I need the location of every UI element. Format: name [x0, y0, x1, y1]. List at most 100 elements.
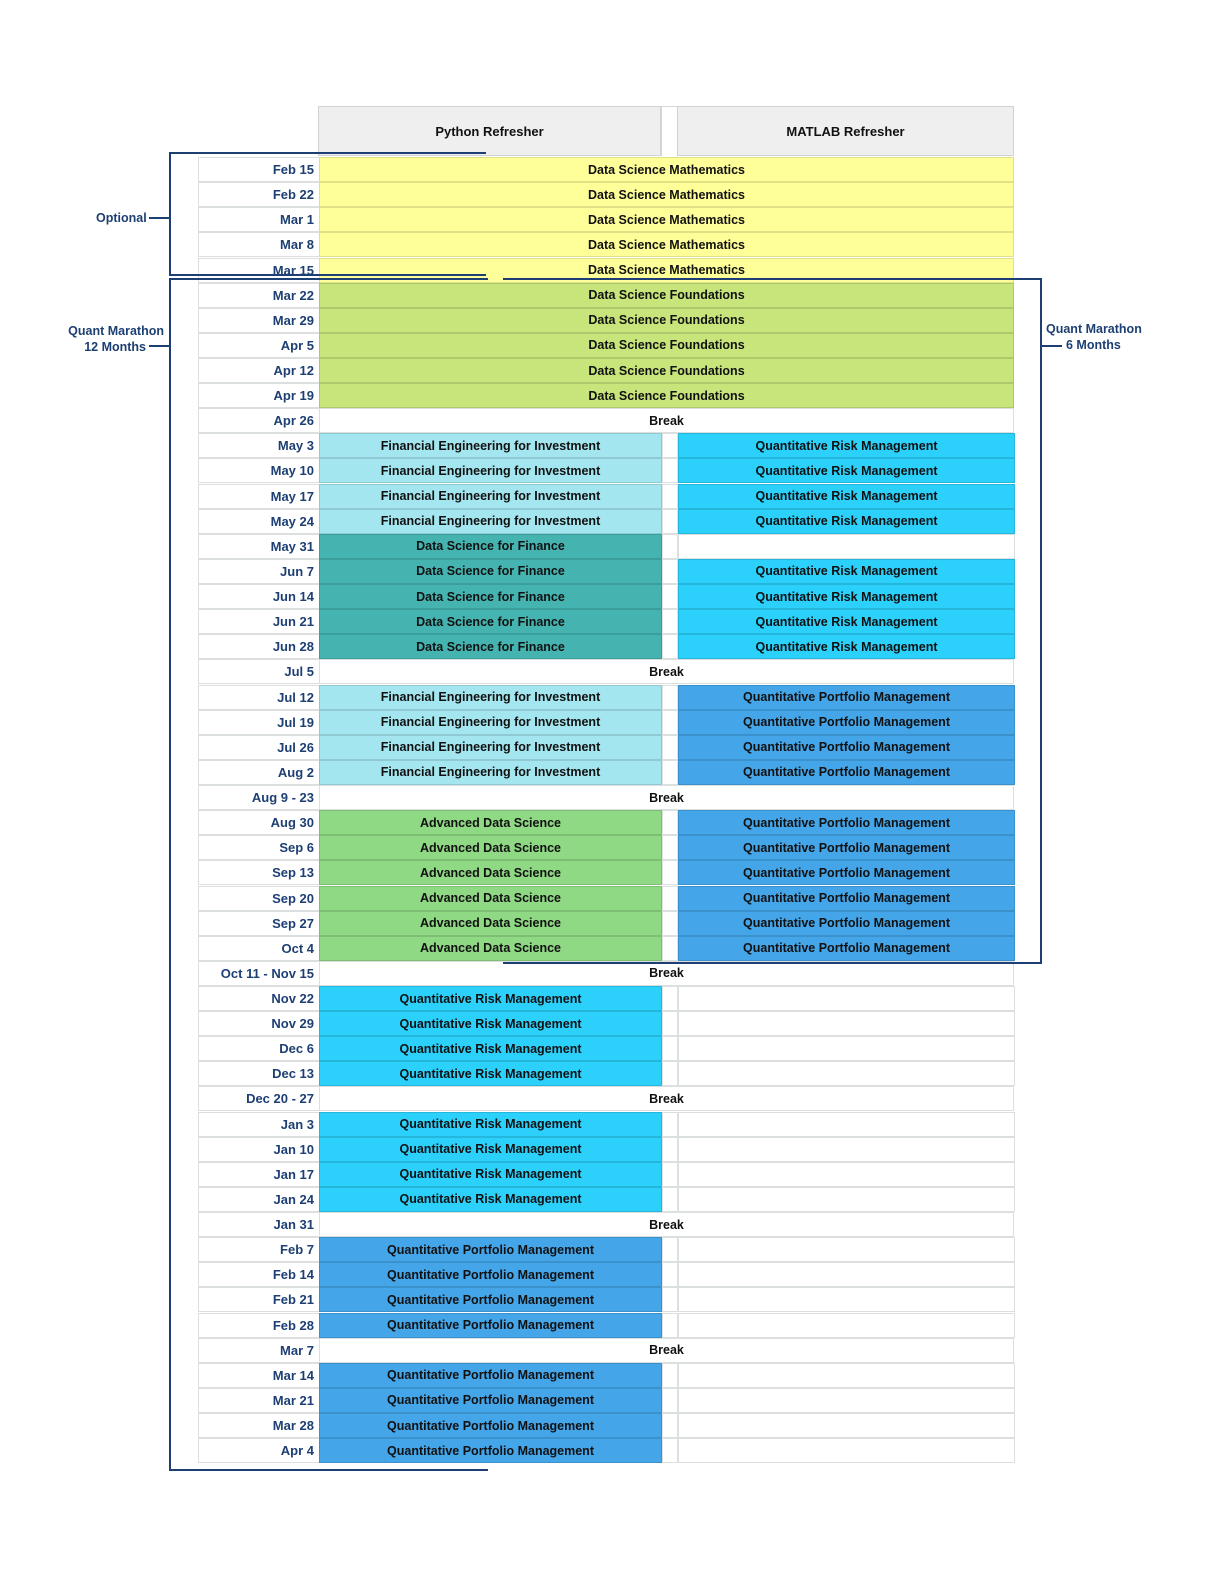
header-gap	[661, 106, 678, 156]
schedule-row: Sep 27 Advanced Data Science Quantitative …	[198, 910, 1015, 936]
python-course-cell: Quantitative Portfolio Management	[319, 1237, 662, 1263]
schedule-row: Feb 22 Data Science Mathematics	[198, 182, 1014, 208]
schedule-row: Apr 4 Quantitative Portfolio Management	[198, 1438, 1015, 1464]
row-date: Sep 27	[198, 910, 319, 936]
python-course-cell: Quantitative Risk Management	[319, 1186, 662, 1212]
row-date: Oct 4	[198, 935, 319, 961]
row-date: Mar 22	[198, 282, 319, 308]
python-course-cell: Quantitative Portfolio Management	[319, 1362, 662, 1388]
schedule-row: Mar 7 Break	[198, 1337, 1014, 1363]
break-cell: Break	[319, 408, 1014, 434]
marathon-12-label-line2: 12 Months	[84, 340, 146, 354]
python-course-cell: Advanced Data Science	[319, 910, 662, 936]
matlab-empty-cell	[678, 1136, 1015, 1162]
course-cell-full: Data Science Foundations	[319, 358, 1014, 383]
python-course-cell: Advanced Data Science	[319, 810, 662, 836]
schedule-row: Oct 4 Advanced Data Science Quantitative P…	[198, 935, 1015, 961]
column-gap-cell	[662, 508, 678, 534]
schedule-row: Apr 26 Break	[198, 408, 1014, 434]
column-gap-cell	[662, 1413, 678, 1438]
row-date: May 3	[198, 433, 319, 459]
row-date: Sep 6	[198, 835, 319, 861]
break-cell: Break	[319, 960, 1014, 986]
python-course-cell: Data Science for Finance	[319, 558, 662, 584]
matlab-course-cell: Quantitative Risk Management	[678, 483, 1015, 509]
schedule-row: Jul 19 Financial Engineering for Investme…	[198, 709, 1015, 735]
schedule-row: Dec 20 - 27 Break	[198, 1086, 1014, 1112]
python-course-cell: Quantitative Portfolio Management	[319, 1312, 662, 1338]
marathon-6-label: Quant Marathon 6 Months	[1046, 321, 1142, 353]
column-gap-cell	[662, 1387, 678, 1413]
course-cell-full: Data Science Mathematics	[319, 157, 1014, 182]
matlab-empty-cell	[678, 1011, 1015, 1037]
matlab-course-cell: Quantitative Portfolio Management	[678, 709, 1015, 735]
python-course-cell: Quantitative Portfolio Management	[319, 1287, 662, 1313]
schedule-row: Apr 5 Data Science Foundations	[198, 332, 1014, 358]
column-gap-cell	[662, 1438, 678, 1464]
python-course-cell: Quantitative Portfolio Management	[319, 1413, 662, 1438]
schedule-row: Oct 11 - Nov 15 Break	[198, 960, 1014, 986]
row-date: Mar 1	[198, 207, 319, 233]
schedule-row: Jan 31 Break	[198, 1212, 1014, 1237]
row-date: Feb 22	[198, 182, 319, 208]
course-cell-full: Data Science Foundations	[319, 282, 1014, 308]
schedule-row: May 24 Financial Engineering for Investme…	[198, 508, 1015, 534]
matlab-course-cell: Quantitative Risk Management	[678, 634, 1015, 660]
row-date: Feb 7	[198, 1237, 319, 1263]
schedule-row: May 10 Financial Engineering for Investme…	[198, 458, 1015, 484]
matlab-course-cell: Quantitative Risk Management	[678, 458, 1015, 484]
python-course-cell: Quantitative Risk Management	[319, 1161, 662, 1187]
row-date: Jul 19	[198, 709, 319, 735]
schedule-row: Aug 2 Financial Engineering for Investmen…	[198, 759, 1015, 785]
marathon-12-label-line1: Quant Marathon	[68, 324, 164, 338]
column-gap-cell	[662, 1362, 678, 1388]
matlab-course-cell: Quantitative Portfolio Management	[678, 860, 1015, 886]
python-course-cell: Advanced Data Science	[319, 835, 662, 861]
python-course-cell: Advanced Data Science	[319, 885, 662, 911]
column-gap-cell	[662, 709, 678, 735]
row-date: Oct 11 - Nov 15	[198, 960, 319, 986]
schedule-row: Mar 8 Data Science Mathematics	[198, 232, 1014, 258]
column-gap-cell	[662, 1287, 678, 1313]
schedule-row: Mar 14 Quantitative Portfolio Management	[198, 1362, 1015, 1388]
marathon-6-label-line2: 6 Months	[1066, 338, 1121, 352]
row-date: Jan 31	[198, 1212, 319, 1237]
matlab-empty-cell	[678, 1186, 1015, 1212]
python-course-cell: Data Science for Finance	[319, 609, 662, 635]
python-course-cell: Quantitative Portfolio Management	[319, 1438, 662, 1464]
column-gap-cell	[662, 609, 678, 635]
matlab-course-cell: Quantitative Portfolio Management	[678, 759, 1015, 785]
row-date: Dec 6	[198, 1036, 319, 1062]
column-gap-cell	[662, 558, 678, 584]
matlab-empty-cell	[678, 533, 1015, 559]
row-date: Jan 10	[198, 1136, 319, 1162]
header-python-refresher: Python Refresher	[318, 106, 661, 156]
column-gap-cell	[662, 885, 678, 911]
row-date: Mar 7	[198, 1337, 319, 1363]
schedule-row: Aug 9 - 23 Break	[198, 785, 1014, 810]
optional-bracket	[169, 152, 486, 276]
column-gap-cell	[662, 1262, 678, 1288]
row-date: Sep 20	[198, 885, 319, 911]
marathon-12-label: Quant Marathon 12 Months	[50, 323, 164, 355]
course-cell-full: Data Science Mathematics	[319, 232, 1014, 258]
schedule-row: Feb 14 Quantitative Portfolio Management	[198, 1262, 1015, 1288]
matlab-empty-cell	[678, 1312, 1015, 1338]
python-course-cell: Financial Engineering for Investment	[319, 709, 662, 735]
row-date: Jan 24	[198, 1186, 319, 1212]
schedule-row: Jun 21 Data Science for Finance Quantitati…	[198, 609, 1015, 635]
matlab-course-cell: Quantitative Portfolio Management	[678, 935, 1015, 961]
column-gap-cell	[662, 910, 678, 936]
row-date: Aug 30	[198, 810, 319, 836]
matlab-empty-cell	[678, 986, 1015, 1011]
python-course-cell: Advanced Data Science	[319, 860, 662, 886]
row-date: Nov 29	[198, 1011, 319, 1037]
schedule-row: Apr 12 Data Science Foundations	[198, 358, 1014, 383]
python-course-cell: Quantitative Portfolio Management	[319, 1262, 662, 1288]
row-date: Jun 7	[198, 558, 319, 584]
python-course-cell: Data Science for Finance	[319, 533, 662, 559]
matlab-course-cell: Quantitative Risk Management	[678, 508, 1015, 534]
row-date: Sep 13	[198, 860, 319, 886]
course-cell-full: Data Science Mathematics	[319, 207, 1014, 233]
marathon-6-bracket-tick	[1040, 345, 1062, 347]
